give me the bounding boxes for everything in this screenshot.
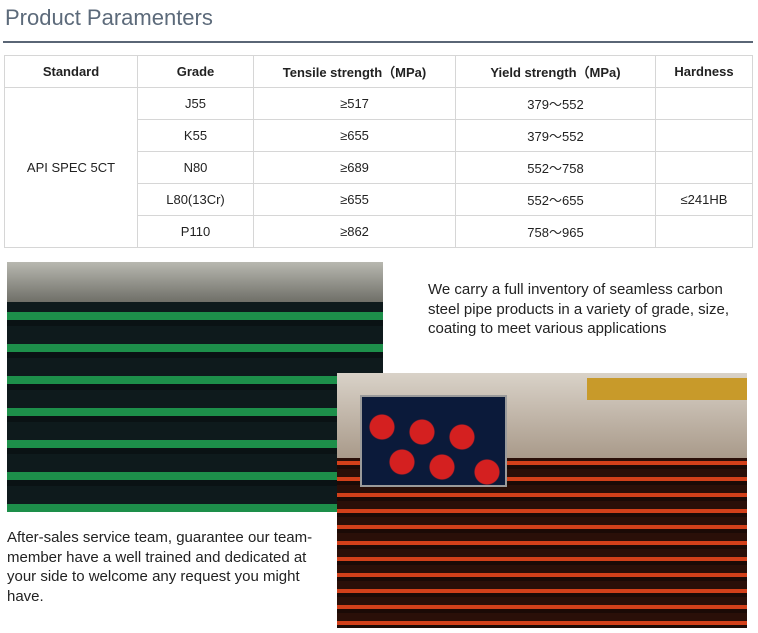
table-row: P110 ≥862 758～965: [5, 215, 753, 248]
hardness-cell: [655, 151, 753, 184]
tensile-cell: ≥655: [253, 119, 456, 152]
service-text: After-sales service team, guarantee our …: [7, 529, 313, 605]
yield-cell: 379～552: [455, 119, 656, 152]
yield-cell: 552～758: [455, 151, 656, 184]
tensile-cell: ≥655: [253, 183, 456, 216]
warehouse-roof: [7, 262, 383, 302]
table-row: K55 ≥655 379～552: [5, 119, 753, 152]
hardness-cell: ≤241HB: [655, 183, 753, 216]
warehouse-pipes-photo: [7, 262, 383, 512]
yield-cell: 552～655: [455, 183, 656, 216]
hardness-cell: [655, 215, 753, 248]
table-row: L80(13Cr) ≥655 552～655 ≤241HB: [5, 183, 753, 216]
grade-cell: K55: [137, 119, 254, 152]
parameters-table: Standard Grade Tensile strength（MPa) Yie…: [4, 55, 753, 248]
title-divider: [3, 41, 753, 43]
grade-cell: N80: [137, 151, 254, 184]
grade-cell: J55: [137, 87, 254, 120]
table-row: API SPEC 5CT J55 ≥517 379～552: [4, 87, 753, 248]
grade-cell: L80(13Cr): [137, 183, 254, 216]
tensile-cell: ≥689: [253, 151, 456, 184]
header-yield: Yield strength（MPa): [455, 55, 656, 88]
header-tensile: Tensile strength（MPa): [253, 55, 456, 88]
hardness-cell: [655, 87, 753, 120]
header-grade: Grade: [137, 55, 254, 88]
page-title: Product Paramenters: [5, 5, 213, 30]
grade-cell: P110: [137, 215, 254, 248]
table-header-row: Standard Grade Tensile strength（MPa) Yie…: [4, 55, 753, 88]
gantry-crane: [587, 378, 747, 400]
header-standard: Standard: [4, 55, 138, 88]
yield-cell: 758～965: [455, 215, 656, 248]
yield-cell: 379～552: [455, 87, 656, 120]
hardness-cell: [655, 119, 753, 152]
inventory-text: We carry a full inventory of seamless ca…: [428, 281, 729, 337]
tensile-cell: ≥862: [253, 215, 456, 248]
standard-cell: API SPEC 5CT: [4, 87, 138, 248]
table-row: N80 ≥689 552～758: [5, 151, 753, 184]
pipe-ends-inset-photo: [360, 395, 507, 487]
tensile-cell: ≥517: [253, 87, 456, 120]
header-hardness: Hardness: [655, 55, 753, 88]
